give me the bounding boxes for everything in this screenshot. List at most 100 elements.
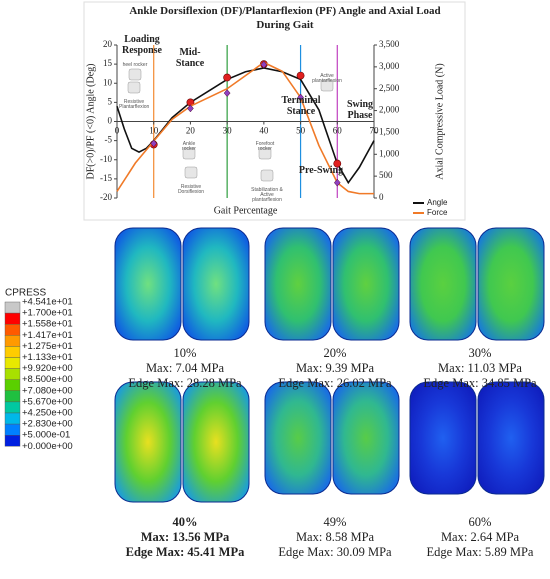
phase-annotation: Terminal Stance [281,95,321,117]
color-band [4,357,21,369]
x-tick-label: 60 [333,126,343,136]
pressure-contour [264,227,332,341]
y2-tick-label: 1,500 [379,126,400,136]
pressure-contour [332,227,400,341]
x-tick-label: 50 [296,126,306,136]
panel-caption: Max: 13.56 MPa [140,530,230,544]
marker [260,60,268,69]
x-tick-label: 40 [259,126,269,136]
icon-label: Ankle rocker [182,141,196,152]
pressure-contour [409,227,477,341]
phase-annotation: Mid-Stance [175,47,205,69]
color-band [4,312,21,325]
panel-caption: Max: 11.03 MPa [438,361,522,375]
color-band [4,324,21,336]
y2-tick-label: 0 [379,192,384,202]
legend-value: +7.080e+00 [22,385,73,396]
panel-caption: Edge Max: 5.89 MPa [426,545,534,559]
legend-value: +9.920e+00 [22,363,73,374]
panel-caption: Max: 9.39 MPa [295,361,375,375]
panel-caption: 10% [173,346,197,360]
panel-caption: Edge Max: 34.85 MPa [423,376,537,390]
y-axis-label: DF(>0)/PF (<0) Angle (Deg) [85,64,96,180]
y-tick-label: 15 [103,58,113,68]
pressure-contour [332,381,400,495]
pressure-contour [477,227,545,341]
color-band [4,412,21,425]
y-tick-label: -10 [100,154,112,164]
pressure-contour [182,381,250,503]
y-tick-label: -15 [100,173,112,183]
panel-caption: Edge Max: 30.09 MPa [278,545,392,559]
icon [260,169,274,182]
pressure-contour [182,227,250,341]
y-tick-label: 10 [103,77,113,87]
x-tick-label: 70 [370,126,380,136]
icon-label: Resistive Dorsiflexion [177,184,205,195]
panel-caption: Edge Max: 26.02 MPa [278,376,392,390]
x-axis-label: Gait Percentage [214,205,278,216]
phase-annotation: Swing Phase [346,99,374,121]
y2-tick-label: 3,000 [379,61,400,71]
phase-annotation: Pre-Swing [298,165,344,176]
y2-axis-label: Axial Compressive Load (N) [434,63,445,179]
pressure-contour [477,381,545,495]
legend-value: +5.670e+00 [22,396,73,407]
color-band [4,301,21,314]
color-band [4,346,21,358]
y2-tick-label: 2,500 [379,83,400,93]
y2-tick-label: 3,500 [379,39,400,49]
color-band [4,390,21,403]
icon [127,81,141,94]
color-band [4,379,21,392]
icon-label: Resistive Plantarflexion [119,99,150,110]
marker [297,93,304,102]
y-tick-label: 5 [108,96,113,106]
legend-value: +2.830e+00 [22,419,73,430]
marker [223,89,231,97]
marker [333,178,341,187]
legend-label: Angle [427,198,448,207]
y-tick-label: -5 [105,135,113,145]
y2-tick-label: 500 [379,170,393,180]
y2-tick-label: 1,000 [379,148,400,158]
x-tick-label: 10 [149,126,159,136]
legend-value: +1.133e+01 [22,352,73,363]
legend-label: Force [427,208,448,217]
marker [333,159,342,168]
marker [296,71,305,80]
pressure-contour [264,381,332,495]
panel-caption: Max: 8.58 MPa [295,530,375,544]
x-tick-label: 0 [115,126,120,136]
marker [223,73,232,82]
panel-caption: 40% [172,515,198,529]
icon [128,68,142,81]
icon-label: Stabilization & Active plantarflexion [251,187,283,203]
phase-annotation: Loading Response [121,34,162,56]
panel-caption: Edge Max: 45.41 MPa [125,545,245,559]
marker [187,104,194,113]
color-band [4,423,21,436]
legend-value: +4.250e+00 [22,408,73,419]
color-band [4,401,21,414]
panel-caption: Max: 7.04 MPa [145,361,225,375]
icon [184,166,198,179]
color-band [4,335,21,347]
panel-caption: 20% [323,346,347,360]
panel-caption: 30% [468,346,492,360]
legend-value: +1.417e+01 [22,330,73,341]
legend-value: +1.558e+01 [22,319,73,330]
color-band [4,368,21,380]
x-tick-label: 30 [223,126,233,136]
legend-value: +5.000e-01 [22,430,70,441]
chart-title: Ankle Dorsiflexion (DF)/Plantarflexion (… [129,5,441,31]
panel-caption: 49% [323,515,347,529]
y-tick-label: 0 [108,116,113,126]
legend-value: +1.275e+01 [22,341,73,352]
pressure-contour [114,381,182,503]
icon [258,147,272,160]
legend-title: CPRESS [5,288,46,299]
panel-caption: 60% [468,515,492,529]
icon [320,79,334,92]
